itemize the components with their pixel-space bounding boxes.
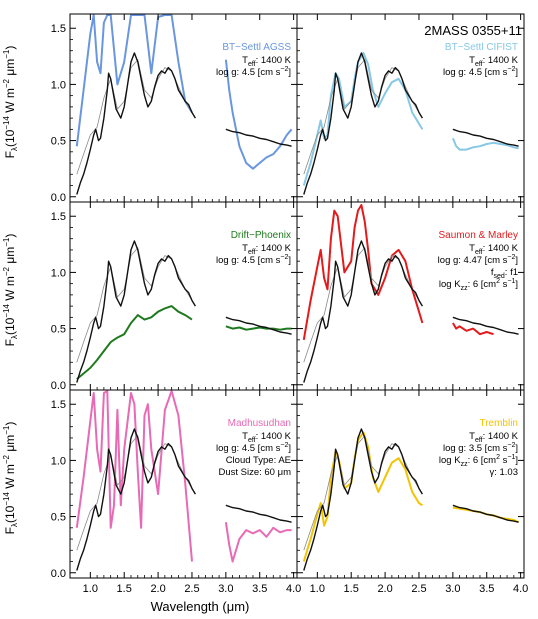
y-tick-label: 1.0	[51, 455, 66, 467]
legend-model-name: Saumon & Marley	[439, 230, 518, 241]
legend-param-1: log g: 3.5 [cm s−2]	[443, 442, 518, 454]
y-tick-label: 0.5	[51, 324, 66, 336]
x-tick-label: 4.0	[286, 583, 301, 595]
legend-param-0: Teff: 1400 K	[242, 243, 292, 256]
y-tick-label: 0.5	[51, 512, 66, 524]
y-axis-labels: Fλ(10−14 W m−2 μm−1) Fλ(10−14 W m−2 μm−1…	[2, 46, 19, 535]
panel-plot-area	[75, 14, 293, 195]
panel-tremblin: 1.0 1.5 2.0 2.5 3.0 3.5 4.0 Tremblin Teff: 1400 …	[296, 389, 528, 595]
panel-plot-area	[302, 204, 519, 383]
y-tick-label: 0.0	[51, 380, 66, 392]
observed-spectrum-seg1	[452, 316, 519, 335]
x-tick-label: 4.0	[513, 583, 528, 595]
y-tick-label: 0.5	[51, 136, 66, 148]
y-tick-label: 1.0	[51, 267, 66, 279]
object-name: 2MASS 0355+11	[424, 23, 522, 38]
x-tick-label: 1.5	[117, 583, 132, 595]
y-tick-label: 0.0	[51, 192, 66, 204]
observed-spectrum-seg1	[225, 316, 292, 335]
x-tick-label: 3.0	[218, 583, 233, 595]
panel-plot-area	[76, 240, 292, 383]
y-tick-label: 1.5	[51, 23, 66, 35]
y-axis-label-bottom: Fλ(10−14 W m−2 μm−1)	[2, 422, 19, 535]
legend-model-name: BT−Settl CIFIST	[445, 42, 518, 53]
model-spectrum-bt-settl-agss-seg0	[75, 14, 193, 147]
legend-param-0: Teff: 1400 K	[469, 431, 519, 444]
y-axis-label-top: Fλ(10−14 W m−2 μm−1)	[2, 46, 19, 159]
legend-param-3: Dust Size: 60 μm	[218, 467, 291, 478]
observed-spectrum-seg1	[452, 504, 519, 523]
legend-param-2: log Kzz: 6 [cm2 s−1]	[439, 454, 518, 468]
y-tick-label: 0.0	[51, 568, 66, 580]
legend-param-1: log g: 4.5 [cm s−2]	[216, 254, 291, 266]
legend-param-0: Teff: 1400 K	[469, 55, 519, 68]
legend-param-3: log Kzz: 6 [cm2 s−1]	[439, 278, 518, 292]
model-spectrum-bt-settl-cifist-seg1	[451, 137, 519, 151]
legend-param-2: Cloud Type: AE	[226, 455, 291, 466]
x-tick-label: 1.5	[344, 583, 359, 595]
legend-param-0: Teff: 1400 K	[242, 55, 292, 68]
x-tick-label: 2.0	[150, 583, 165, 595]
panel-plot-area	[302, 52, 519, 195]
legend-param-1: log g: 4.5 [cm s−2]	[216, 442, 291, 454]
x-axis-label: Wavelength (μm)	[151, 599, 250, 614]
legend-param-2: fsed: f1	[491, 267, 518, 280]
x-tick-label: 2.5	[184, 583, 199, 595]
panel-drift-phoenix: 0.0 0.5 1.0 1.5 Drift−Phoenix Teff: 1400 Klog…	[51, 201, 298, 392]
legend-model-name: Drift−Phoenix	[231, 230, 291, 241]
observed-spectrum-seg0	[76, 52, 196, 195]
x-tick-label: 3.5	[252, 583, 267, 595]
observed-spectrum-seg0	[303, 240, 423, 383]
model-spectrum-drift-phoenix-seg0	[76, 305, 193, 380]
observed-spectrum-seg0	[76, 428, 196, 571]
model-spectrum-madhusudhan-seg1	[224, 522, 292, 563]
x-tick-label: 1.0	[310, 583, 325, 595]
y-tick-label: 1.5	[51, 211, 66, 223]
panel-bt-settl-agss: 0.0 0.5 1.0 1.5 BT−Settl AGSS Teff: 1400 Klog…	[51, 13, 298, 204]
model-spectrum-saumon-marley-seg0	[302, 204, 424, 340]
legend-param-1: log g: 4.5 [cm s−2]	[443, 66, 518, 78]
model-spectrum-bt-settl-cifist-seg0	[302, 52, 424, 186]
panel-plot-area	[75, 390, 292, 571]
observed-spectrum-seg0	[303, 52, 423, 195]
panel-madhusudhan: 1.0 1.5 2.0 2.5 3.0 3.5 4.0 0.0 0.5 1.0 1.5 Madhusu…	[51, 389, 301, 595]
legend-model-name: Madhusudhan	[228, 418, 291, 429]
model-spectrum-drift-phoenix-seg1	[225, 325, 292, 331]
legend-model-name: Tremblin	[479, 418, 518, 429]
model-spectrum-saumon-marley-seg1	[452, 322, 494, 336]
model-spectrum-tremblin-seg0	[302, 431, 423, 562]
legend-model-name: BT−Settl AGSS	[222, 42, 291, 53]
x-tick-label: 2.0	[377, 583, 392, 595]
legend-param-0: Teff: 1400 K	[242, 431, 292, 444]
x-tick-label: 3.0	[445, 583, 460, 595]
x-tick-label: 2.5	[411, 583, 426, 595]
legend-param-0: Teff: 1400 K	[469, 243, 519, 256]
y-tick-label: 1.5	[51, 399, 66, 411]
model-spectrum-madhusudhan-seg0	[75, 390, 193, 562]
observed-spectrum-seg0	[303, 428, 423, 571]
panel-plot-area	[302, 428, 520, 571]
panel-frame	[296, 389, 525, 579]
observed-spectrum-seg1	[225, 504, 292, 523]
y-tick-label: 1.0	[51, 79, 66, 91]
legend-param-1: log g: 4.47 [cm s−2]	[438, 254, 518, 266]
observed-spectrum-seg0	[76, 240, 196, 383]
x-tick-label: 1.0	[83, 583, 98, 595]
x-tick-label: 3.5	[479, 583, 494, 595]
y-axis-label-mid: Fλ(10−14 W m−2 μm−1)	[2, 234, 19, 347]
legend-param-1: log g: 4.5 [cm s−2]	[216, 66, 291, 78]
observed-spectrum-seg1	[452, 128, 519, 147]
observed-spectrum-seg1	[225, 128, 292, 147]
legend-param-3: γ: 1.03	[489, 467, 518, 478]
